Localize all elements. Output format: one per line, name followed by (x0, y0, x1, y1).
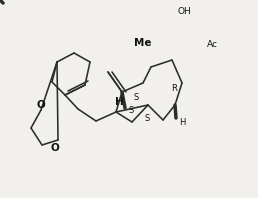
Text: O: O (51, 143, 59, 153)
Text: H: H (179, 117, 185, 127)
Text: S: S (133, 92, 139, 102)
Text: O: O (37, 100, 45, 110)
Text: S: S (128, 106, 134, 114)
Text: R: R (171, 84, 177, 92)
Text: Me: Me (134, 38, 152, 48)
Text: OH: OH (177, 7, 191, 15)
Text: H: H (115, 97, 123, 107)
Text: Ac: Ac (206, 39, 217, 49)
Text: S: S (144, 113, 150, 123)
